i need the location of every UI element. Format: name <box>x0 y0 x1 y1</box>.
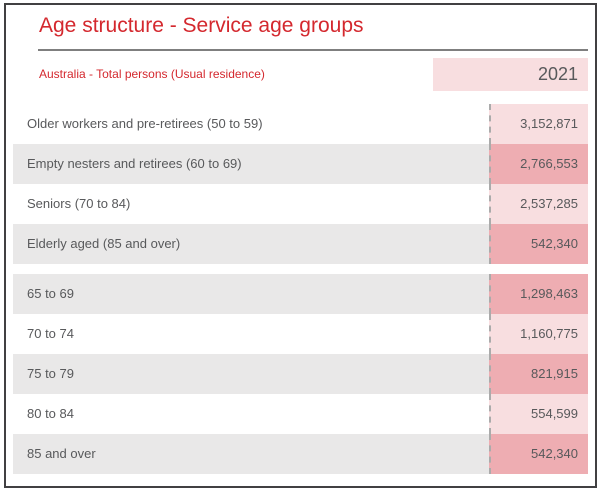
table-row: Older workers and pre-retirees (50 to 59… <box>13 104 588 144</box>
table-row: Elderly aged (85 and over) 542,340 <box>13 224 588 264</box>
table-header-row: Australia - Total persons (Usual residen… <box>13 51 588 97</box>
age-group-value: 542,340 <box>489 434 588 474</box>
age-group-label: 75 to 79 <box>13 354 489 394</box>
age-group-value: 1,298,463 <box>489 274 588 314</box>
age-group-label: Seniors (70 to 84) <box>13 184 489 224</box>
section-service-age-groups: Older workers and pre-retirees (50 to 59… <box>13 104 588 264</box>
page-title: Age structure - Service age groups <box>39 14 364 37</box>
table-row: 70 to 74 1,160,775 <box>13 314 588 354</box>
table-row: Seniors (70 to 84) 2,537,285 <box>13 184 588 224</box>
header-divider <box>38 49 588 51</box>
table-row: 75 to 79 821,915 <box>13 354 588 394</box>
age-group-value: 554,599 <box>489 394 588 434</box>
age-group-value: 3,152,871 <box>489 104 588 144</box>
table-row: 65 to 69 1,298,463 <box>13 274 588 314</box>
age-group-value: 2,537,285 <box>489 184 588 224</box>
age-group-label: Elderly aged (85 and over) <box>13 224 489 264</box>
age-group-value: 2,766,553 <box>489 144 588 184</box>
age-group-value: 542,340 <box>489 224 588 264</box>
age-group-value: 1,160,775 <box>489 314 588 354</box>
dataset-label: Australia - Total persons (Usual residen… <box>39 67 265 81</box>
age-group-label: 70 to 74 <box>13 314 489 354</box>
table-row: Empty nesters and retirees (60 to 69) 2,… <box>13 144 588 184</box>
table-row: 80 to 84 554,599 <box>13 394 588 434</box>
age-group-label: Older workers and pre-retirees (50 to 59… <box>13 104 489 144</box>
age-group-label: Empty nesters and retirees (60 to 69) <box>13 144 489 184</box>
age-structure-widget: Age structure - Service age groups Austr… <box>4 3 597 488</box>
age-group-label: 80 to 84 <box>13 394 489 434</box>
table-row: 85 and over 542,340 <box>13 434 588 474</box>
age-group-value: 821,915 <box>489 354 588 394</box>
age-group-label: 65 to 69 <box>13 274 489 314</box>
year-column-header: 2021 <box>433 57 588 91</box>
age-group-label: 85 and over <box>13 434 489 474</box>
section-five-year-age-groups: 65 to 69 1,298,463 70 to 74 1,160,775 75… <box>13 274 588 474</box>
